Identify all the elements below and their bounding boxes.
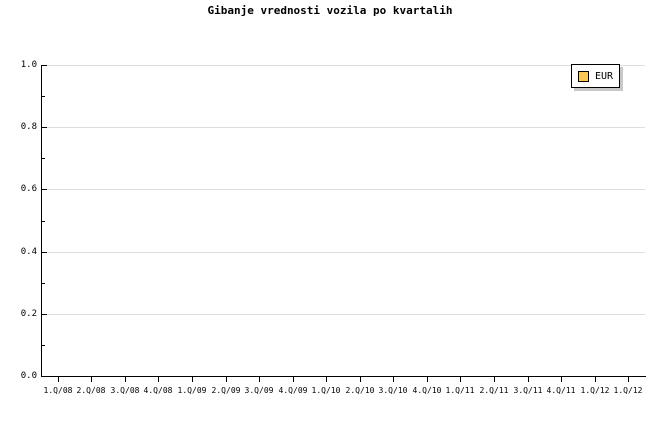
y-tick-major — [42, 251, 47, 253]
legend-swatch-eur — [578, 70, 589, 82]
x-axis-tick-label: 4.Q/11 — [546, 386, 576, 395]
y-axis-spine — [41, 65, 42, 377]
gridline — [41, 127, 645, 129]
x-axis-tick-label: 4.Q/08 — [143, 386, 173, 395]
y-axis-tick-label: 1.0 — [20, 60, 37, 70]
x-axis-tick-label: 1.Q/08 — [43, 386, 73, 395]
y-axis-tick-label: 0.4 — [20, 246, 37, 257]
y-tick-major — [42, 189, 47, 191]
y-tick-major — [42, 65, 47, 66]
x-tick — [125, 377, 126, 382]
x-axis-tick-label: 1.Q/12 — [580, 386, 610, 395]
y-tick-minor — [42, 158, 45, 160]
x-axis-tick-label: 2.Q/08 — [76, 386, 106, 395]
x-axis-tick-label: 2.Q/10 — [345, 386, 375, 395]
y-tick-minor — [42, 220, 45, 222]
y-tick-major — [42, 376, 47, 377]
x-axis-tick-label: 3.Q/09 — [244, 386, 274, 395]
x-tick — [595, 377, 596, 382]
x-tick — [628, 377, 629, 382]
gridline — [41, 189, 645, 191]
x-tick — [226, 377, 227, 382]
y-tick-major — [42, 313, 47, 315]
x-tick — [393, 377, 394, 382]
x-tick — [427, 377, 428, 382]
y-axis-tick-label: 0.2 — [20, 308, 37, 319]
x-tick — [326, 377, 327, 382]
chart-legend[interactable]: EUR — [571, 64, 621, 88]
plot-area — [41, 65, 645, 377]
chart-title: Gibanje vrednosti vozila po kvartalih — [207, 4, 453, 17]
x-axis-spine — [41, 376, 646, 377]
gridline — [41, 65, 645, 66]
x-tick — [460, 377, 461, 382]
x-axis-tick-label: 2.Q/11 — [479, 386, 509, 395]
y-tick-minor — [42, 282, 45, 284]
x-axis-tick-label: 3.Q/11 — [513, 386, 543, 395]
x-axis-tick-label: 2.Q/09 — [211, 386, 241, 395]
legend-label-eur: EUR — [595, 70, 614, 82]
x-tick — [528, 377, 529, 382]
x-axis-tick-label: 1.Q/10 — [311, 386, 341, 395]
x-tick — [158, 377, 159, 382]
x-tick — [494, 377, 495, 382]
x-axis-tick-label: 3.Q/10 — [378, 386, 408, 395]
x-tick — [561, 377, 562, 382]
x-tick — [293, 377, 294, 382]
y-tick-major — [42, 127, 47, 129]
x-axis-tick-label: 1.Q/11 — [445, 386, 475, 395]
gridline — [41, 251, 645, 253]
x-axis-tick-label: 4.Q/10 — [412, 386, 442, 395]
x-axis-tick-label: 1.Q/09 — [177, 386, 207, 395]
x-axis-tick-label: 3.Q/08 — [110, 386, 140, 395]
y-tick-minor — [42, 96, 45, 98]
x-tick — [192, 377, 193, 382]
y-axis-tick-label: 0.6 — [20, 184, 37, 195]
x-tick — [58, 377, 59, 382]
x-axis-tick-label: 1.Q/12 — [613, 386, 643, 395]
x-tick — [259, 377, 260, 382]
gridline — [41, 313, 645, 315]
y-axis-labels: 0.0 0.2 0.4 0.6 0.8 1.0 — [0, 0, 37, 440]
x-tick — [360, 377, 361, 382]
y-tick-minor — [42, 344, 45, 346]
y-axis-tick-label: 0.8 — [20, 122, 37, 133]
x-axis-tick-label: 4.Q/09 — [278, 386, 308, 395]
x-tick — [91, 377, 92, 382]
y-axis-tick-label: 0.0 — [20, 371, 37, 381]
